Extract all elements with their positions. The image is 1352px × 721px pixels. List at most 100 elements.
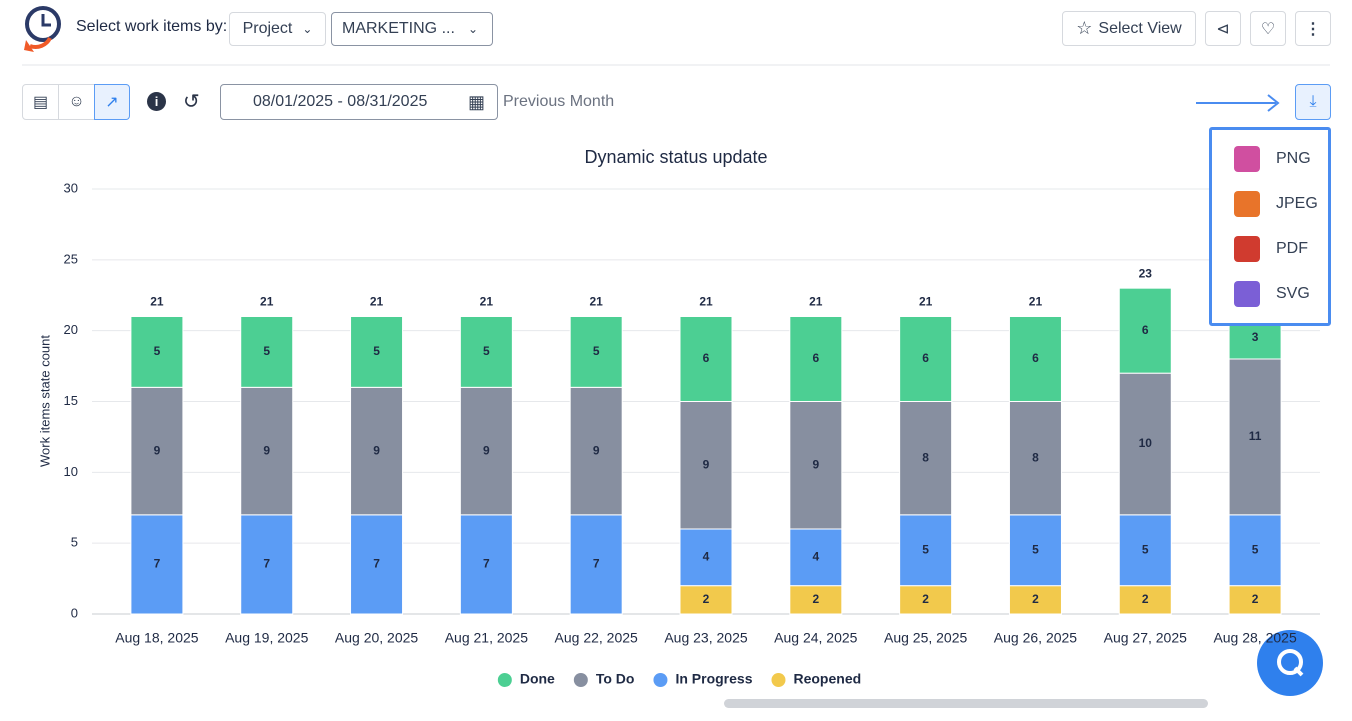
more-button[interactable]: ⋮	[1295, 11, 1331, 46]
bar-segment	[1118, 514, 1172, 587]
info-button[interactable]: i	[147, 92, 166, 111]
chat-icon	[1293, 666, 1304, 677]
bar-segment	[1118, 372, 1172, 516]
share-button[interactable]: ⊲	[1205, 11, 1241, 46]
segment-label: 7	[263, 557, 270, 571]
x-tick-label: Aug 21, 2025	[445, 630, 529, 646]
y-tick-label: 15	[64, 393, 78, 408]
bar-segment	[899, 316, 953, 402]
hint-arrow-head	[1267, 94, 1280, 112]
x-tick-label: Aug 23, 2025	[664, 630, 748, 646]
bar-segment	[899, 585, 953, 615]
bar-segment	[1008, 401, 1062, 516]
file-icon	[1234, 281, 1260, 307]
legend-swatch	[771, 673, 786, 687]
project-dropdown[interactable]: MARKETING ... ⌄	[331, 12, 493, 46]
segment-label: 6	[703, 351, 710, 365]
bar-segment	[350, 316, 404, 388]
date-range-text: 08/01/2025 - 08/31/2025	[253, 93, 428, 110]
total-label: 21	[699, 295, 713, 309]
date-range-input[interactable]: 08/01/2025 - 08/31/2025 ▦	[220, 84, 498, 120]
date-preset: Previous Month	[503, 93, 615, 110]
segment-label: 7	[593, 557, 600, 571]
bar-segment	[1118, 287, 1172, 374]
segment-label: 11	[1249, 429, 1262, 443]
segment-label: 6	[1142, 323, 1149, 337]
export-option-label: SVG	[1276, 285, 1310, 302]
bar-segment	[130, 316, 184, 388]
refresh-button[interactable]: ↺	[183, 91, 200, 113]
legend-label: Reopened	[793, 671, 861, 687]
segment-label: 5	[922, 542, 929, 556]
notifications-button[interactable]: ♡	[1250, 11, 1286, 46]
bar-segment	[679, 528, 733, 587]
chart-view-button[interactable]: ↗	[94, 84, 130, 120]
legend-item[interactable]: In Progress	[653, 671, 753, 687]
y-tick-label: 5	[71, 535, 78, 550]
export-option[interactable]: PDF	[1234, 236, 1308, 262]
segment-label: 5	[373, 344, 380, 358]
export-option-label: PNG	[1276, 150, 1311, 167]
total-label: 21	[480, 295, 494, 309]
x-tick-label: Aug 26, 2025	[994, 630, 1078, 646]
select-view-text: Select View	[1098, 19, 1182, 37]
legend-item[interactable]: To Do	[573, 671, 635, 687]
chevron: ⌄	[302, 22, 313, 36]
segment-label: 2	[1032, 592, 1039, 606]
legend-item[interactable]: Reopened	[771, 671, 861, 687]
segment-label: 6	[1032, 351, 1039, 365]
chart-title: Dynamic status update	[584, 147, 767, 167]
bar-segment	[569, 386, 623, 516]
total-label: 21	[919, 295, 933, 309]
calendar-icon: ▦	[467, 91, 485, 112]
segment-label: 5	[1142, 542, 1149, 556]
bar-segment	[459, 514, 513, 615]
x-tick-label: Aug 24, 2025	[774, 630, 858, 646]
segment-label: 2	[812, 592, 819, 606]
chat-button[interactable]	[1257, 630, 1323, 696]
x-tick-label: Aug 19, 2025	[225, 630, 309, 646]
legend-item[interactable]: Done	[497, 671, 555, 687]
x-tick-label: Aug 28, 2025	[1213, 630, 1297, 646]
bar-segment	[1228, 514, 1282, 587]
bar-segment	[789, 316, 843, 402]
bar-segment	[569, 316, 623, 388]
segment-label: 9	[593, 443, 600, 457]
export-option[interactable]: SVG	[1234, 281, 1310, 307]
people-view-button[interactable]: ☺	[58, 84, 95, 120]
bar-segment	[240, 514, 294, 615]
y-tick-label: 30	[64, 180, 78, 195]
total-label: 21	[260, 295, 274, 309]
group-by-dropdown[interactable]: Project ⌄	[229, 12, 326, 46]
legend-swatch	[653, 673, 668, 687]
segment-label: 5	[1252, 542, 1259, 556]
x-tick-label: Aug 22, 2025	[555, 630, 639, 646]
segment-label: 5	[1032, 542, 1039, 556]
total-label: 23	[1139, 266, 1153, 280]
segment-label: 2	[922, 592, 929, 606]
download-button[interactable]: ⤓	[1295, 84, 1331, 120]
bar-segment	[789, 528, 843, 587]
legend-label: In Progress	[675, 671, 752, 687]
bar-segment	[1228, 585, 1282, 615]
segment-label: 6	[922, 351, 929, 365]
legend-swatch	[497, 673, 512, 687]
file-icon	[1234, 146, 1260, 172]
table-view-button[interactable]: ▤	[22, 84, 59, 120]
segment-label: 7	[373, 557, 380, 571]
y-tick-label: 25	[64, 251, 78, 266]
y-tick-label: 0	[71, 605, 78, 620]
export-option[interactable]: JPEG	[1234, 191, 1318, 217]
segment-label: 5	[154, 344, 161, 358]
total-label: 21	[809, 295, 823, 309]
segment-label: 5	[593, 344, 600, 358]
bar-segment	[1118, 585, 1172, 615]
export-option[interactable]: PNG	[1234, 146, 1311, 172]
segment-label: 4	[812, 550, 819, 564]
scrollbar[interactable]	[724, 699, 1208, 708]
y-tick-label: 20	[64, 322, 78, 337]
bar-segment	[899, 514, 953, 587]
legend: Done To Do In Progress Reopened	[497, 671, 861, 687]
select-view-button[interactable]: ☆ Select View	[1062, 11, 1196, 46]
